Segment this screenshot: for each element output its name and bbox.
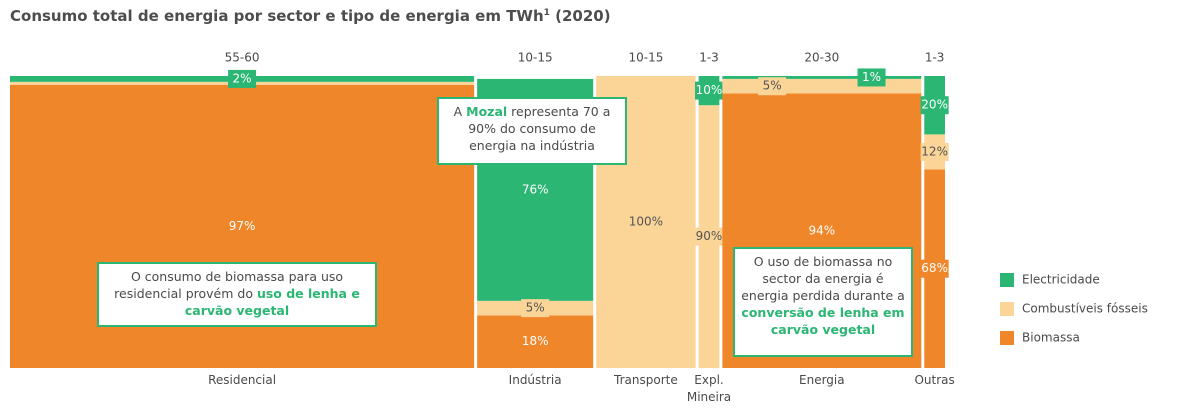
column-width-label: 1-3 xyxy=(699,51,719,65)
label-box xyxy=(920,259,949,278)
x-tick-text: Transporte xyxy=(614,373,678,387)
data-label: 5% xyxy=(526,301,545,315)
label-box xyxy=(920,96,949,115)
x-tick-label: Expl. Mineira xyxy=(687,372,731,406)
annotation-highlight: conversão de lenha em carvão vegetal xyxy=(741,305,905,337)
annotation: O consumo de biomassa para uso residenci… xyxy=(97,262,377,327)
label-box xyxy=(758,77,787,96)
label-box xyxy=(695,227,723,246)
column-width-label: 10-15 xyxy=(628,51,663,65)
segment xyxy=(722,78,922,94)
segment xyxy=(477,315,594,368)
legend-label: Biomassa xyxy=(1022,331,1080,345)
label-box xyxy=(857,68,886,87)
column-width-label: 55-60 xyxy=(225,51,260,65)
annotation-highlight: uso de lenha e carvão vegetal xyxy=(184,286,360,318)
data-label: 5% xyxy=(763,79,782,93)
x-tick-label: Residencial xyxy=(10,372,474,389)
data-label: 18% xyxy=(522,334,549,348)
x-tick-label: Indústria xyxy=(477,372,593,389)
column-width-label: 10-15 xyxy=(518,51,553,65)
annotation-text: O uso de biomassa no sector da energia é… xyxy=(741,254,905,303)
legend-swatch xyxy=(1000,302,1014,316)
annotation-highlight: Mozal xyxy=(466,104,508,119)
label-box xyxy=(920,142,949,161)
x-tick-text: Energia xyxy=(799,373,845,387)
legend-label: Combustíveis fósseis xyxy=(1022,302,1148,316)
annotation-text: O consumo de biomassa para uso residenci… xyxy=(114,269,344,301)
title-footnote: 1 xyxy=(543,8,550,18)
data-label: 20% xyxy=(921,98,948,112)
data-label: 97% xyxy=(229,219,256,233)
x-tick-label: Energia xyxy=(722,372,921,389)
x-tick-label: Transporte xyxy=(596,372,695,389)
data-label: 94% xyxy=(808,223,835,237)
label-box xyxy=(228,69,257,88)
data-label: 2% xyxy=(233,71,252,85)
annotation-text: A xyxy=(453,104,467,119)
x-tick-text: Outras xyxy=(914,373,955,387)
label-box xyxy=(695,81,723,100)
chart-title: Consumo total de energia por sector e ti… xyxy=(10,7,611,25)
segment xyxy=(722,76,922,79)
legend-label: Electricidade xyxy=(1022,273,1100,287)
column-width-label: 1-3 xyxy=(925,51,945,65)
title-text: Consumo total de energia por sector e ti… xyxy=(10,7,544,25)
data-label: 10% xyxy=(696,83,723,97)
annotation: A Mozal representa 70 a 90% do consumo d… xyxy=(437,97,627,165)
column-width-label: 20-30 xyxy=(804,51,839,65)
annotation-text: representa 70 a 90% do consumo de energi… xyxy=(468,104,611,153)
x-tick-label: Outras xyxy=(914,372,954,389)
data-label: 68% xyxy=(921,261,948,275)
x-tick-text: Indústria xyxy=(508,373,562,387)
data-label: 100% xyxy=(629,215,663,229)
annotation: O uso de biomassa no sector da energia é… xyxy=(733,247,913,357)
x-tick-text: Expl. Mineira xyxy=(686,373,732,404)
data-label: 90% xyxy=(696,229,723,243)
data-label: 1% xyxy=(862,70,881,84)
legend-swatch xyxy=(1000,273,1014,287)
title-year: (2020) xyxy=(549,7,611,25)
x-tick-text: Residencial xyxy=(208,373,277,387)
legend-swatch xyxy=(1000,331,1014,345)
data-label: 12% xyxy=(921,144,948,158)
label-box xyxy=(521,299,550,318)
data-label: 76% xyxy=(522,182,549,196)
